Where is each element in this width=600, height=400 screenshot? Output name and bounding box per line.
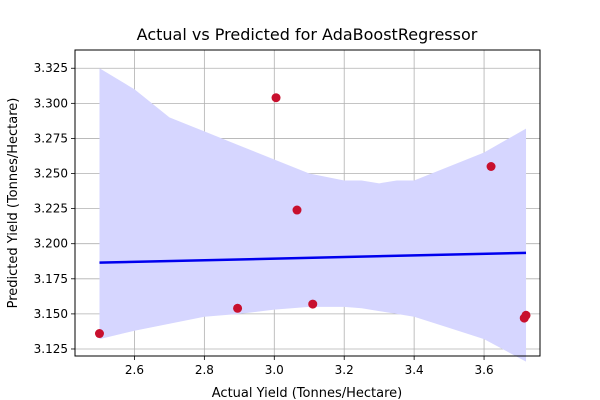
plot-frame — [74, 49, 541, 357]
data-point — [94, 329, 104, 339]
chart-title: Actual vs Predicted for AdaBoostRegresso… — [137, 25, 478, 44]
confidence-band — [99, 68, 527, 362]
y-tick-label: 3.200 — [34, 237, 68, 251]
x-tick-label: 3.0 — [265, 363, 284, 377]
y-tick-label: 3.175 — [34, 272, 68, 286]
x-tick-label: 3.4 — [405, 363, 424, 377]
data-point — [292, 205, 302, 215]
data-point — [233, 303, 243, 313]
y-tick-label: 3.300 — [34, 96, 68, 110]
data-point — [521, 310, 531, 320]
y-tick-label: 3.275 — [34, 131, 68, 145]
y-tick-label: 3.250 — [34, 167, 68, 181]
y-tick-label: 3.125 — [34, 342, 68, 356]
confidence-band-group — [99, 68, 527, 362]
data-point — [486, 162, 496, 172]
y-tick-label: 3.150 — [34, 307, 68, 321]
regression-line-group — [99, 251, 527, 264]
y-axis-label: Predicted Yield (Tonnes/Hectare) — [6, 98, 21, 309]
y-tick-label: 3.225 — [34, 202, 68, 216]
data-points-group — [94, 93, 531, 339]
y-tick-label: 3.325 — [34, 61, 68, 75]
x-axis-label: Actual Yield (Tonnes/Hectare) — [212, 386, 402, 400]
x-axis-ticks: 2.6 2.8 3.0 3.2 3.4 3.6 — [125, 356, 494, 377]
x-tick-label: 2.6 — [125, 363, 144, 377]
x-tick-label: 3.2 — [335, 363, 354, 377]
data-point — [271, 93, 281, 103]
x-tick-label: 3.6 — [475, 363, 494, 377]
regression-line — [99, 251, 527, 264]
y-axis-ticks: 3.125 3.150 3.175 3.200 3.225 3.250 3.275 3.300… — [34, 61, 75, 356]
data-point — [308, 299, 318, 309]
x-tick-label: 2.8 — [195, 363, 214, 377]
